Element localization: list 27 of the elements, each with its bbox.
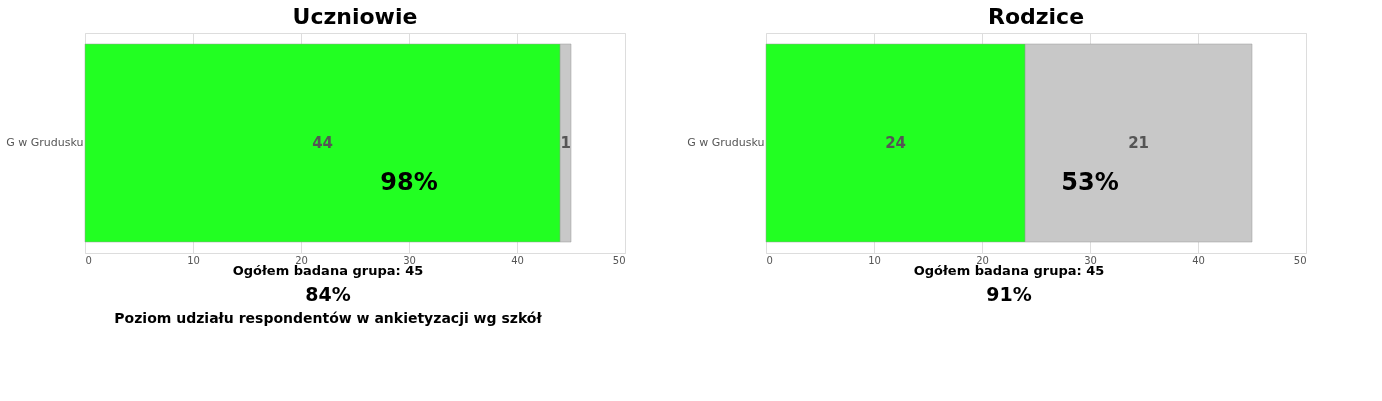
text: 84%	[305, 283, 351, 305]
x-tick-label: 30	[403, 254, 416, 266]
chart-title: Rodzice	[987, 4, 1085, 29]
x-tick-label: 20	[976, 254, 989, 266]
x-tick-label: 10	[187, 254, 200, 266]
x-tick-label: 40	[1192, 254, 1205, 266]
y-tick-label: G w Grudusku	[687, 136, 765, 149]
x-tick-label: 50	[612, 254, 626, 266]
text: Poziom udziału respondentów w ankietyzacji wg szkół	[114, 310, 543, 326]
text: 91%	[986, 283, 1032, 305]
x-tick-label: 10	[868, 254, 881, 266]
data-label: 44	[312, 134, 334, 152]
y-tick-label: G w Grudusku	[6, 136, 84, 149]
x-tick-label: 0	[766, 254, 773, 266]
data-label: 1	[560, 134, 571, 152]
data-label: 21	[1128, 134, 1150, 152]
x-tick-label: 50	[1293, 254, 1307, 266]
x-tick-label: 20	[295, 254, 308, 266]
x-tick-label: 30	[1084, 254, 1097, 266]
x-tick-label: 40	[511, 254, 524, 266]
annotation: 53%	[1061, 167, 1119, 196]
text: Ogółem badana grupa: 45	[913, 263, 1105, 278]
chart-title: Uczniowie	[292, 4, 418, 29]
x-tick-label: 0	[85, 254, 92, 266]
annotation: 98%	[380, 167, 438, 196]
text: Ogółem badana grupa: 45	[232, 263, 424, 278]
data-label: 24	[885, 134, 907, 152]
